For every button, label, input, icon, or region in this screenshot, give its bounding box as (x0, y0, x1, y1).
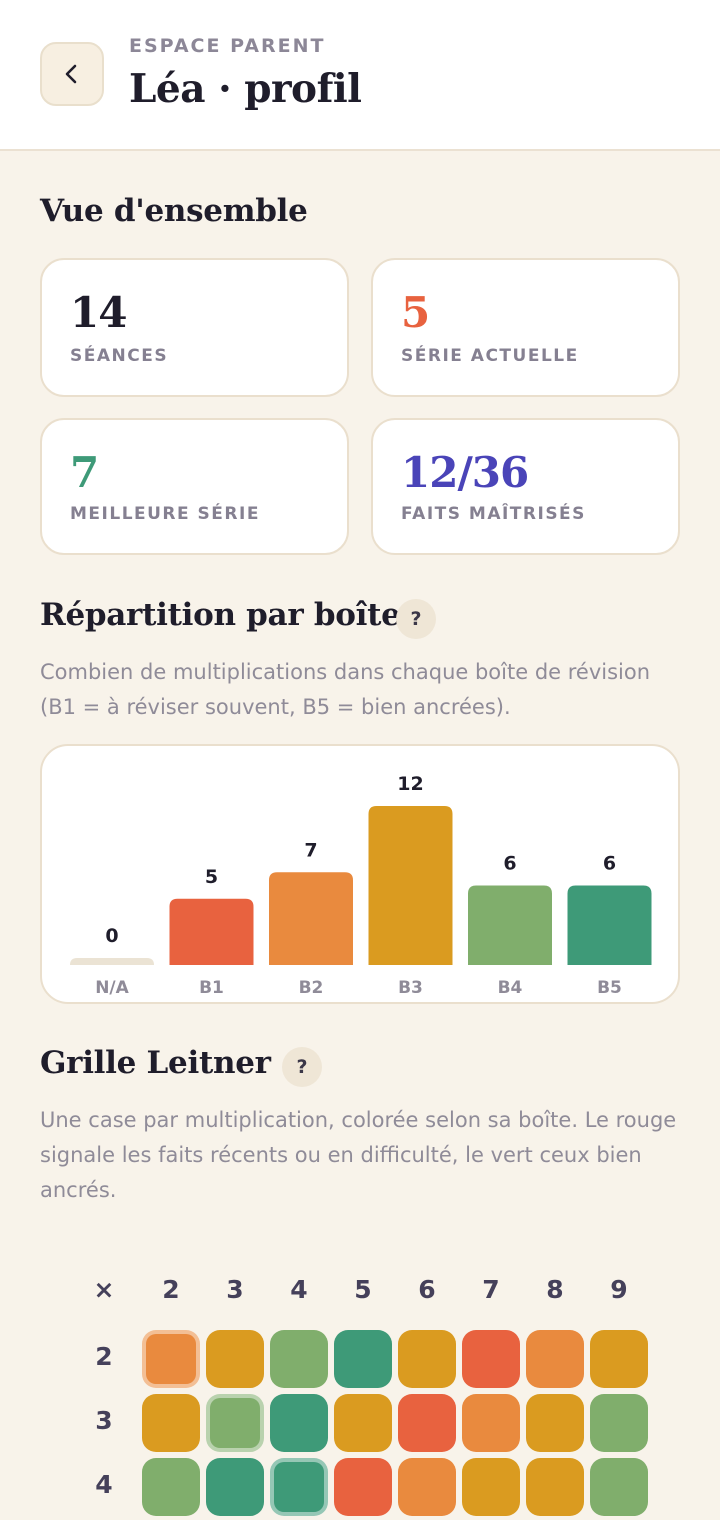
bar-value-label: 6 (503, 853, 516, 875)
distribution-title: Répartition par boîte (40, 597, 401, 633)
grid-column-header: 8 (546, 1275, 564, 1304)
grid-cell[interactable] (590, 1458, 648, 1516)
page-title: Léa · profil (129, 66, 362, 112)
grid-cell[interactable] (206, 1458, 264, 1516)
grid-cell[interactable] (334, 1330, 392, 1388)
grid-cell[interactable] (270, 1394, 328, 1452)
grid-row-header: 3 (95, 1406, 113, 1435)
stat-card-sessions: 14 SÉANCES (40, 258, 349, 397)
leitner-title: Grille Leitner (40, 1045, 271, 1081)
back-button[interactable] (40, 42, 104, 106)
stat-value: 12/36 (401, 448, 529, 497)
grid-cell[interactable] (270, 1330, 328, 1388)
bar-b5 (567, 885, 652, 965)
grid-row-header: 2 (95, 1342, 113, 1371)
grid-cell[interactable] (526, 1330, 584, 1388)
grid-column-header: 3 (226, 1275, 244, 1304)
grid-cell[interactable] (142, 1394, 200, 1452)
bar-b3 (368, 806, 453, 965)
stat-value: 14 (70, 288, 127, 337)
category-label: B4 (498, 978, 523, 998)
grid-cell[interactable] (526, 1394, 584, 1452)
stat-label: SÉANCES (70, 346, 169, 366)
bar-na (70, 958, 154, 965)
grid-cell[interactable] (398, 1330, 456, 1388)
stat-label: SÉRIE ACTUELLE (401, 346, 579, 366)
grid-column-header: 9 (610, 1275, 628, 1304)
stat-value: 5 (401, 288, 430, 337)
grid-column-header: 6 (418, 1275, 436, 1304)
bar-b1 (169, 898, 254, 965)
grid-cell[interactable] (590, 1394, 648, 1452)
leitner-description: Une case par multiplication, colorée sel… (40, 1108, 677, 1202)
grid-cell[interactable] (142, 1458, 200, 1516)
grid-corner: × (93, 1275, 115, 1304)
category-label: B3 (398, 978, 423, 998)
box-distribution-chart: 0 N/A 5 B1 7 B2 12 B3 6 B4 6 B5 (40, 744, 680, 1004)
category-label: N/A (95, 978, 129, 998)
bar-b4 (468, 885, 552, 965)
grid-cell[interactable] (270, 1458, 328, 1516)
grid-cell[interactable] (590, 1330, 648, 1388)
stat-card-mastered-facts: 12/36 FAITS MAÎTRISÉS (371, 418, 680, 555)
grid-cell[interactable] (398, 1394, 456, 1452)
top-header: ESPACE PARENT Léa · profil (0, 0, 720, 151)
category-label: B2 (299, 978, 324, 998)
stat-card-best-streak: 7 MEILLEURE SÉRIE (40, 418, 349, 555)
grid-cell[interactable] (462, 1394, 520, 1452)
grid-cell[interactable] (142, 1330, 200, 1388)
grid-cell[interactable] (206, 1394, 264, 1452)
bar-value-label: 5 (205, 866, 218, 888)
category-label: B1 (199, 978, 224, 998)
bar-value-label: 6 (603, 853, 616, 875)
stat-label: FAITS MAÎTRISÉS (401, 504, 586, 524)
grid-row-header: 4 (95, 1470, 113, 1499)
grid-cell[interactable] (462, 1458, 520, 1516)
chevron-left-icon (65, 64, 77, 84)
bar-value-label: 7 (304, 839, 317, 861)
distribution-description: Combien de multiplications dans chaque b… (40, 660, 651, 719)
bar-value-label: 12 (397, 773, 423, 795)
grid-cell[interactable] (462, 1330, 520, 1388)
grid-cell[interactable] (334, 1394, 392, 1452)
stat-label: MEILLEURE SÉRIE (70, 504, 260, 524)
grid-column-header: 4 (290, 1275, 308, 1304)
grid-column-header: 5 (354, 1275, 372, 1304)
stat-card-current-streak: 5 SÉRIE ACTUELLE (371, 258, 680, 397)
grid-cell[interactable] (334, 1458, 392, 1516)
grid-cell[interactable] (398, 1458, 456, 1516)
overview-title: Vue d'ensemble (40, 193, 308, 229)
grid-column-header: 7 (482, 1275, 500, 1304)
bar-b2 (269, 872, 353, 965)
bar-chart-svg: 0 N/A 5 B1 7 B2 12 B3 6 B4 6 B5 (70, 773, 652, 998)
stat-value: 7 (70, 448, 99, 497)
grid-cell[interactable] (206, 1330, 264, 1388)
leitner-help-button[interactable]: ? (282, 1047, 322, 1087)
category-label: B5 (597, 978, 622, 998)
bar-value-label: 0 (105, 925, 118, 947)
grid-cell[interactable] (526, 1458, 584, 1516)
distribution-help-button[interactable]: ? (396, 599, 436, 639)
grid-column-header: 2 (162, 1275, 180, 1304)
section-eyebrow: ESPACE PARENT (129, 35, 326, 57)
